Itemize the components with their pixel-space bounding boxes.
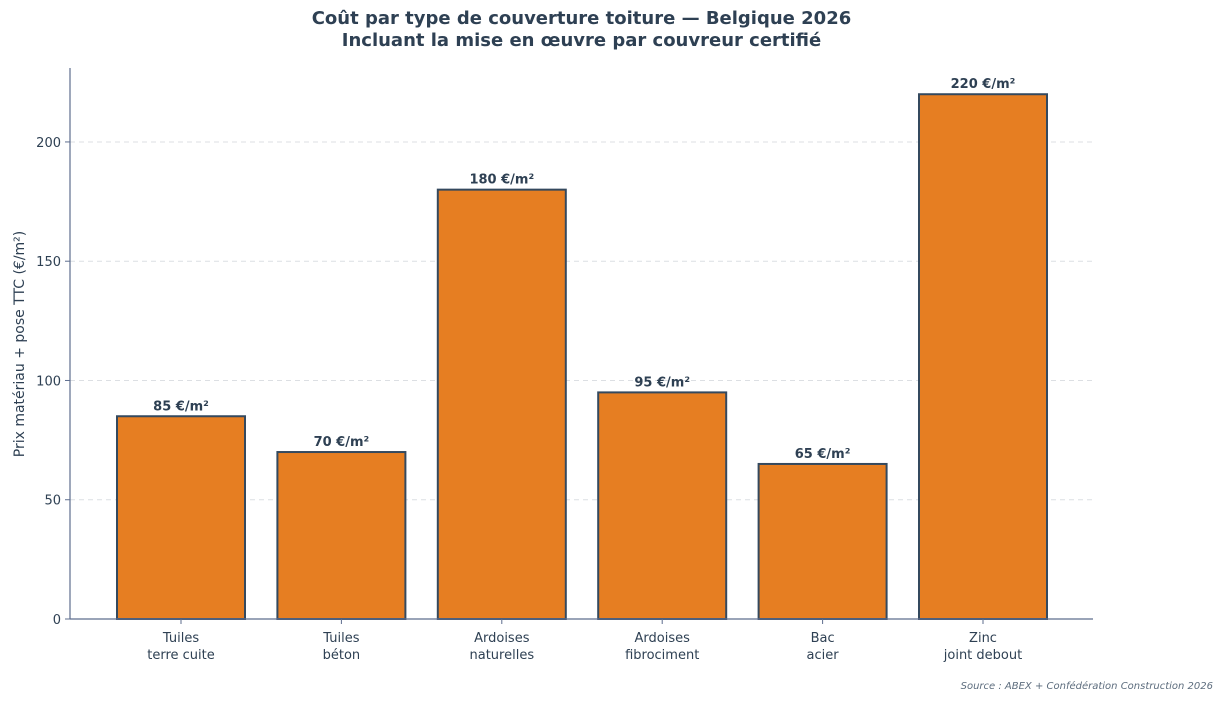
x-tick-label: terre cuite — [147, 648, 215, 663]
y-tick-label: 50 — [44, 494, 61, 509]
x-tick-label: naturelles — [470, 648, 535, 663]
x-tick-label: béton — [323, 648, 361, 663]
bar-value-label: 220 €/m² — [951, 77, 1016, 92]
y-axis-label: Prix matériau + pose TTC (€/m²) — [12, 231, 28, 458]
bar-value-label: 95 €/m² — [634, 375, 690, 390]
bar — [757, 462, 888, 620]
y-tick-label: 100 — [36, 374, 61, 389]
x-tick-label: fibrociment — [625, 648, 699, 663]
bar-value-label: 85 €/m² — [153, 399, 209, 414]
labels: 0 50 100 150 200 85 €/m² Tuiles terre cuite 70 €… — [36, 77, 1022, 663]
bar-value-label: 70 €/m² — [314, 435, 370, 450]
y-tick-label: 200 — [36, 136, 61, 151]
x-tick-label: acier — [807, 648, 840, 663]
chart-title-block: Coût par type de couverture toiture — Be… — [0, 8, 1163, 52]
bar — [436, 188, 567, 620]
bar — [116, 415, 246, 620]
bar — [918, 93, 1048, 620]
bar-value-label: 65 €/m² — [795, 447, 851, 462]
y-tick-label: 0 — [53, 613, 61, 628]
bar — [597, 391, 728, 620]
axes — [65, 68, 1093, 624]
bar — [276, 451, 407, 620]
x-tick-label: Ardoises — [635, 631, 691, 646]
source-note: Source : ABEX + Confédération Constructi… — [960, 681, 1213, 692]
bars — [116, 93, 1048, 620]
x-tick-label: Tuiles — [162, 631, 199, 646]
x-tick-label: Tuiles — [322, 631, 359, 646]
x-tick-label: Zinc — [969, 631, 997, 646]
x-tick-label: joint debout — [943, 648, 1022, 663]
x-tick-label: Ardoises — [474, 631, 530, 646]
chart-subtitle: Incluant la mise en œuvre par couvreur c… — [341, 30, 822, 51]
y-tick-label: 150 — [36, 255, 61, 270]
x-tick-label: Bac — [811, 631, 835, 646]
bar-value-label: 180 €/m² — [469, 173, 534, 188]
chart-title: Coût par type de couverture toiture — Be… — [311, 8, 852, 29]
